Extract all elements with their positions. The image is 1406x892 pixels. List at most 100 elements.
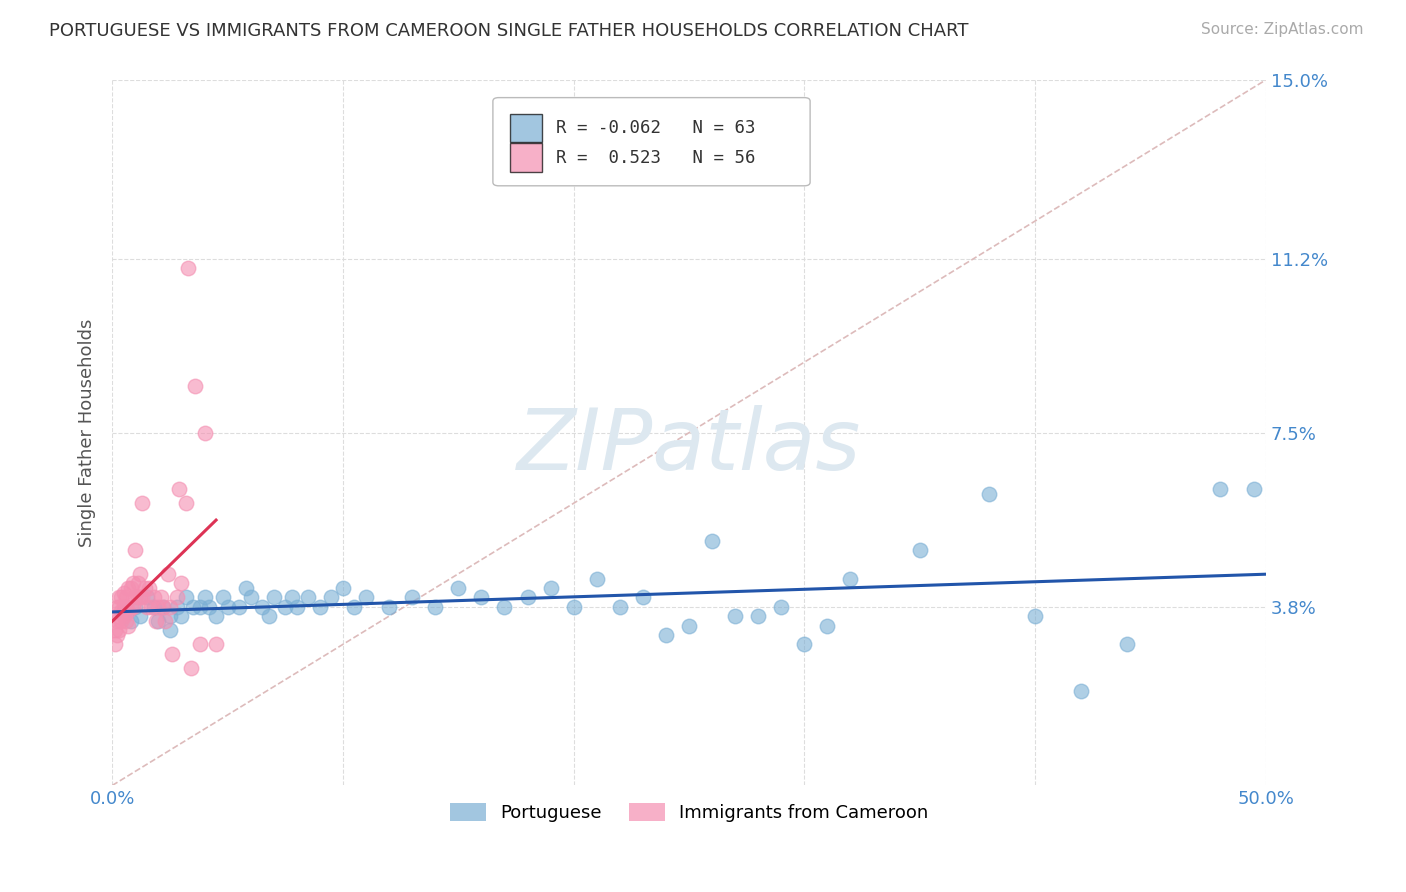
Portuguese xyxy=(159,609,181,624)
Portuguese xyxy=(609,599,631,614)
Portuguese xyxy=(815,618,838,632)
Immigrants from Cameroon xyxy=(103,637,125,651)
Portuguese xyxy=(678,618,700,632)
Portuguese xyxy=(274,599,297,614)
Portuguese xyxy=(129,609,152,624)
Portuguese xyxy=(1024,609,1046,624)
Immigrants from Cameroon xyxy=(188,637,211,651)
Portuguese xyxy=(174,591,197,605)
Portuguese xyxy=(205,609,228,624)
Immigrants from Cameroon xyxy=(159,599,181,614)
Portuguese xyxy=(700,533,723,548)
Portuguese xyxy=(401,591,423,605)
Immigrants from Cameroon xyxy=(117,581,139,595)
Portuguese xyxy=(148,614,170,628)
Portuguese xyxy=(309,599,332,614)
Portuguese xyxy=(170,609,193,624)
Immigrants from Cameroon xyxy=(149,591,172,605)
Portuguese xyxy=(120,614,142,628)
Text: ZIPatlas: ZIPatlas xyxy=(517,405,860,488)
Immigrants from Cameroon xyxy=(177,261,200,276)
Immigrants from Cameroon xyxy=(112,599,135,614)
Immigrants from Cameroon xyxy=(122,599,145,614)
Immigrants from Cameroon xyxy=(105,628,128,642)
Immigrants from Cameroon xyxy=(155,614,177,628)
Immigrants from Cameroon xyxy=(115,591,138,605)
Immigrants from Cameroon xyxy=(129,566,152,581)
Portuguese xyxy=(159,624,181,638)
Immigrants from Cameroon xyxy=(105,599,128,614)
Immigrants from Cameroon xyxy=(112,585,135,599)
FancyBboxPatch shape xyxy=(494,97,810,186)
Immigrants from Cameroon xyxy=(108,609,131,624)
Immigrants from Cameroon xyxy=(174,496,197,510)
Immigrants from Cameroon xyxy=(134,581,156,595)
Immigrants from Cameroon xyxy=(127,576,149,591)
Immigrants from Cameroon xyxy=(135,599,157,614)
Text: Source: ZipAtlas.com: Source: ZipAtlas.com xyxy=(1201,22,1364,37)
Portuguese xyxy=(793,637,815,651)
Portuguese xyxy=(166,599,188,614)
Immigrants from Cameroon xyxy=(167,482,190,496)
Immigrants from Cameroon xyxy=(105,614,128,628)
Immigrants from Cameroon xyxy=(141,599,163,614)
Portuguese xyxy=(655,628,678,642)
Portuguese xyxy=(257,609,280,624)
Portuguese xyxy=(378,599,401,614)
Immigrants from Cameroon xyxy=(180,661,202,675)
Portuguese xyxy=(770,599,793,614)
Immigrants from Cameroon xyxy=(110,614,132,628)
Immigrants from Cameroon xyxy=(148,599,170,614)
Portuguese xyxy=(250,599,273,614)
Immigrants from Cameroon xyxy=(115,614,138,628)
Immigrants from Cameroon xyxy=(103,624,125,638)
Immigrants from Cameroon xyxy=(170,576,193,591)
Immigrants from Cameroon xyxy=(108,591,131,605)
Portuguese xyxy=(152,599,174,614)
Portuguese xyxy=(631,591,654,605)
Portuguese xyxy=(447,581,470,595)
Immigrants from Cameroon xyxy=(122,576,145,591)
Portuguese xyxy=(193,591,215,605)
Portuguese xyxy=(321,591,343,605)
Immigrants from Cameroon xyxy=(156,566,179,581)
Immigrants from Cameroon xyxy=(112,609,135,624)
Portuguese xyxy=(228,599,250,614)
Text: R = -0.062   N = 63: R = -0.062 N = 63 xyxy=(557,119,756,137)
Immigrants from Cameroon xyxy=(120,581,142,595)
Immigrants from Cameroon xyxy=(160,647,183,661)
Portuguese xyxy=(908,543,931,558)
Portuguese xyxy=(425,599,447,614)
Portuguese xyxy=(217,599,239,614)
Portuguese xyxy=(747,609,769,624)
Portuguese xyxy=(585,572,607,586)
Immigrants from Cameroon xyxy=(110,591,132,605)
Portuguese xyxy=(124,599,146,614)
Portuguese xyxy=(112,604,135,618)
Portuguese xyxy=(181,599,204,614)
Y-axis label: Single Father Households: Single Father Households xyxy=(79,318,96,547)
Text: PORTUGUESE VS IMMIGRANTS FROM CAMEROON SINGLE FATHER HOUSEHOLDS CORRELATION CHAR: PORTUGUESE VS IMMIGRANTS FROM CAMEROON S… xyxy=(49,22,969,40)
Immigrants from Cameroon xyxy=(124,591,146,605)
Portuguese xyxy=(198,599,221,614)
Immigrants from Cameroon xyxy=(184,378,207,392)
Portuguese xyxy=(1208,482,1230,496)
FancyBboxPatch shape xyxy=(510,114,543,142)
Portuguese xyxy=(332,581,354,595)
Immigrants from Cameroon xyxy=(110,604,132,618)
Portuguese xyxy=(297,591,319,605)
Portuguese xyxy=(470,591,492,605)
Legend: Portuguese, Immigrants from Cameroon: Portuguese, Immigrants from Cameroon xyxy=(443,796,935,830)
Immigrants from Cameroon xyxy=(142,591,165,605)
Portuguese xyxy=(1070,684,1092,698)
Immigrants from Cameroon xyxy=(145,614,167,628)
Immigrants from Cameroon xyxy=(205,637,228,651)
Immigrants from Cameroon xyxy=(117,604,139,618)
Portuguese xyxy=(142,599,165,614)
Portuguese xyxy=(562,599,585,614)
Immigrants from Cameroon xyxy=(124,543,146,558)
Immigrants from Cameroon xyxy=(120,599,142,614)
Immigrants from Cameroon xyxy=(131,591,153,605)
FancyBboxPatch shape xyxy=(510,144,543,171)
Text: R =  0.523   N = 56: R = 0.523 N = 56 xyxy=(557,149,756,167)
